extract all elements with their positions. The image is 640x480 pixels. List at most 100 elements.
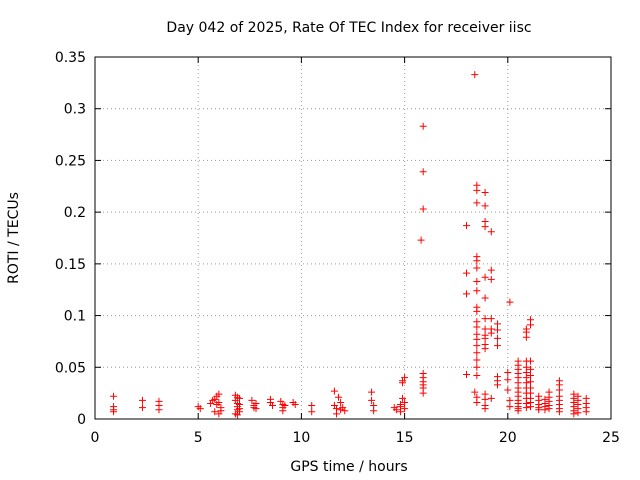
tick-labels: 0 5 10 15 20 25 0 0.05 0.1 0.15 0.2 0.25 0.3 0.35: [55, 50, 620, 446]
data-point: [473, 264, 481, 272]
data-point: [196, 405, 204, 413]
data-point: [341, 407, 349, 415]
data-point: [555, 386, 563, 394]
data-point: [138, 404, 146, 412]
data-point: [527, 321, 535, 329]
data-point: [211, 408, 219, 416]
data-point: [419, 205, 427, 213]
data-point: [481, 223, 489, 231]
data-point: [308, 408, 316, 416]
y-tick-label: 0.35: [55, 50, 86, 66]
data-point: [332, 410, 340, 418]
chart-title: Day 042 of 2025, Rate Of TEC Index for r…: [166, 20, 531, 36]
data-point: [110, 408, 118, 416]
data-point: [481, 405, 489, 413]
x-tick-label: 15: [396, 430, 414, 446]
data-point: [527, 372, 535, 380]
y-tick-label: 0: [77, 412, 86, 428]
data-point: [481, 273, 489, 281]
data-point: [481, 188, 489, 196]
axis-ticks: [94, 56, 612, 420]
data-point: [487, 266, 495, 274]
data-point: [504, 376, 512, 384]
y-axis-label: ROTI / TECUs: [6, 192, 22, 284]
x-tick-label: 5: [194, 430, 203, 446]
data-point: [368, 396, 376, 404]
data-point: [392, 406, 400, 414]
data-point: [487, 315, 495, 323]
data-point: [337, 398, 345, 406]
x-tick-label: 10: [292, 430, 310, 446]
data-point: [399, 394, 407, 402]
data-point: [527, 378, 535, 386]
grid-lines: [95, 57, 611, 419]
data-point: [487, 275, 495, 283]
data-point: [487, 329, 495, 337]
data-point: [399, 379, 407, 387]
data-point: [514, 407, 522, 415]
data-point: [155, 406, 163, 414]
data-point: [138, 396, 146, 404]
data-point: [279, 407, 287, 415]
data-point: [481, 294, 489, 302]
data-point: [308, 402, 316, 410]
y-tick-label: 0.3: [64, 102, 86, 118]
x-tick-label: 20: [499, 430, 517, 446]
data-point: [473, 356, 481, 364]
data-point: [570, 410, 578, 418]
data-point: [504, 368, 512, 376]
data-point: [471, 388, 479, 396]
data-point: [473, 342, 481, 350]
data-point: [110, 392, 118, 400]
x-axis-label: GPS time / hours: [290, 459, 407, 475]
data-point: [473, 287, 481, 295]
data-point: [473, 398, 481, 406]
data-point: [419, 168, 427, 176]
data-point: [493, 381, 501, 389]
data-point: [370, 407, 378, 415]
data-point: [463, 269, 471, 277]
y-tick-label: 0.05: [55, 360, 86, 376]
data-point: [401, 374, 409, 382]
data-point: [493, 334, 501, 342]
data-point: [481, 315, 489, 323]
data-point: [368, 388, 376, 396]
data-point: [401, 398, 409, 406]
data-point: [248, 396, 256, 404]
x-tick-label: 0: [91, 430, 100, 446]
data-point: [252, 405, 260, 413]
data-point: [335, 393, 343, 401]
data-point: [419, 389, 427, 397]
data-point: [471, 71, 479, 79]
data-point: [473, 349, 481, 357]
data-point: [473, 257, 481, 265]
data-point: [506, 403, 514, 411]
data-point: [215, 390, 223, 398]
data-point: [463, 290, 471, 298]
y-tick-label: 0.1: [64, 309, 86, 325]
data-point: [473, 199, 481, 207]
data-point: [481, 395, 489, 403]
data-point: [417, 236, 425, 244]
data-point: [269, 402, 277, 410]
data-point: [215, 410, 223, 418]
data-point: [527, 357, 535, 365]
x-tick-label: 25: [602, 430, 620, 446]
data-point: [215, 398, 223, 406]
data-point: [481, 202, 489, 210]
data-point: [481, 345, 489, 353]
data-points: [110, 71, 590, 419]
y-tick-label: 0.2: [64, 205, 86, 221]
data-point: [401, 405, 409, 413]
data-point: [463, 371, 471, 379]
data-point: [419, 122, 427, 130]
data-point: [582, 408, 590, 416]
data-point: [473, 372, 481, 380]
data-point: [493, 326, 501, 334]
data-point: [281, 402, 289, 410]
data-point: [473, 277, 481, 285]
data-point: [463, 222, 471, 230]
data-point: [487, 394, 495, 402]
data-point: [574, 409, 582, 417]
